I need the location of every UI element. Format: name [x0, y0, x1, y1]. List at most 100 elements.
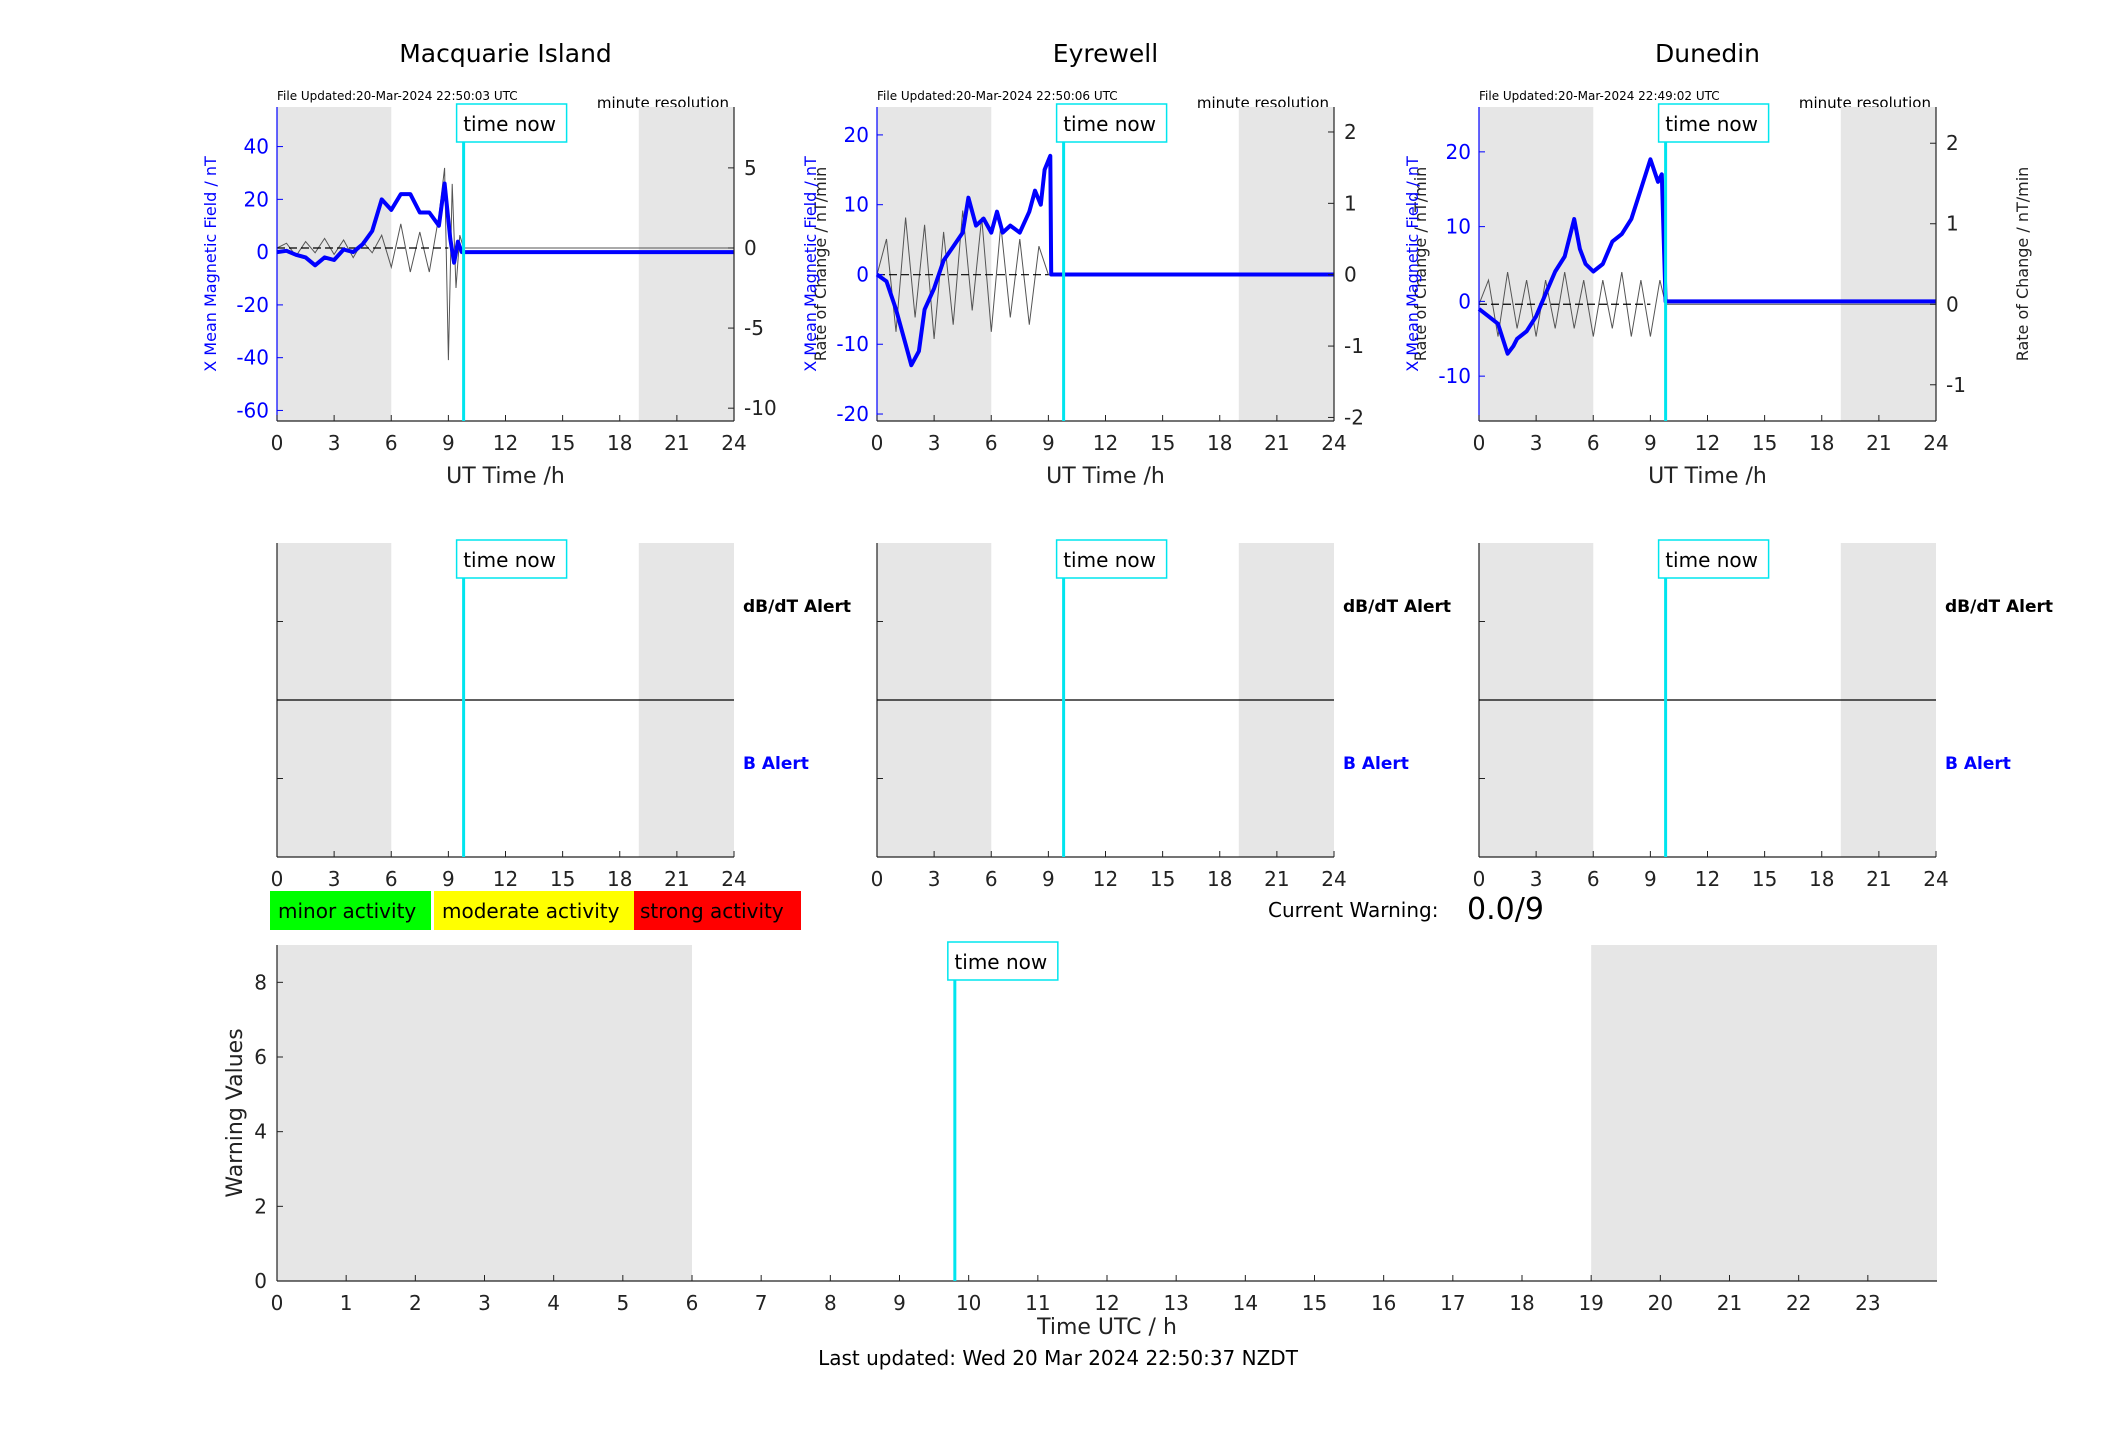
station-panel-2: Eyrewell File Updated:20-Mar-2024 22:50:0…	[801, 39, 1451, 891]
station-3-ytick-right-label: 1	[1946, 212, 1959, 236]
station-2-ytick-right-label: 0	[1344, 263, 1357, 287]
station-1-alert-xtick-label: 15	[550, 867, 575, 891]
station-2-top-xtick-label: 6	[985, 431, 998, 455]
station-3-top-xtick-label: 3	[1530, 431, 1543, 455]
warning-xtick-label: 4	[547, 1291, 560, 1315]
station-2-top-xtick-label: 15	[1150, 431, 1175, 455]
station-1-top-xtick-label: 21	[664, 431, 689, 455]
station-2-top-xtick-label: 24	[1321, 431, 1346, 455]
station-1-alert-xtick-label: 3	[328, 867, 341, 891]
station-2-ytick-left-label: -10	[836, 332, 869, 356]
warning-xtick-label: 23	[1855, 1291, 1880, 1315]
warning-xtick-label: 21	[1717, 1291, 1742, 1315]
station-3-ytick-right-label: 2	[1946, 131, 1959, 155]
station-2-alert-time-now-box	[1055, 539, 1168, 579]
station-3-xlabel: UT Time /h	[1648, 464, 1767, 489]
station-2-alert-xtick-label: 9	[1042, 867, 1055, 891]
station-2-top-night-shade-1	[1238, 107, 1334, 421]
station-3-ytick-left-label: -10	[1438, 364, 1471, 388]
warning-xtick-label: 13	[1163, 1291, 1188, 1315]
station-2-top-time-now-label: time now	[1063, 112, 1156, 136]
warning-xtick-label: 8	[824, 1291, 837, 1315]
station-3-title: Dunedin	[1655, 39, 1760, 68]
station-2-top-xtick-label: 9	[1042, 431, 1055, 455]
station-1-alert-time-now-label: time now	[463, 548, 556, 572]
station-3-file-updated: File Updated:20-Mar-2024 22:49:02 UTC	[1479, 89, 1720, 103]
warning-ylabel: Warning Values	[223, 1028, 248, 1197]
station-2-alert-xtick-label: 12	[1093, 867, 1118, 891]
station-1-ytick-left-label: 0	[256, 240, 269, 264]
station-3-top-xtick-label: 15	[1752, 431, 1777, 455]
station-3-alert-time-now-label: time now	[1665, 548, 1758, 572]
station-2-roc-series	[876, 210, 1334, 339]
warning-xtick-label: 9	[893, 1291, 906, 1315]
station-1-file-updated: File Updated:20-Mar-2024 22:50:03 UTC	[277, 89, 518, 103]
station-2-ytick-right-label: -1	[1344, 334, 1364, 358]
station-1-ytick-right-label: -5	[744, 316, 764, 340]
station-1-xlabel: UT Time /h	[446, 464, 565, 489]
warning-time-now-box	[947, 941, 1059, 981]
legend-strong-label: strong activity	[640, 899, 784, 923]
station-1-ylabel-right: Rate of Change / nT/min	[811, 167, 830, 362]
station-2-b-alert-label: B Alert	[1343, 754, 1409, 774]
station-1-top-xtick-label: 0	[271, 431, 284, 455]
station-3-alert-xtick-label: 0	[1473, 867, 1486, 891]
station-1-title: Macquarie Island	[399, 39, 612, 68]
warning-xtick-label: 15	[1302, 1291, 1327, 1315]
station-3-ytick-left-label: 10	[1446, 215, 1471, 239]
station-2-alert-xtick-label: 0	[871, 867, 884, 891]
station-3-ytick-right-label: 0	[1946, 292, 1959, 316]
station-1-alert-xtick-label: 21	[664, 867, 689, 891]
station-1-top-xtick-label: 24	[721, 431, 746, 455]
station-2-top-xtick-label: 18	[1207, 431, 1232, 455]
warning-ytick-label: 8	[254, 970, 267, 994]
warning-xtick-label: 22	[1786, 1291, 1811, 1315]
station-2-ytick-left-label: 20	[844, 123, 869, 147]
warning-time-now-label: time now	[954, 950, 1047, 974]
station-2-alert-time-now-label: time now	[1063, 548, 1156, 572]
station-panel-3: Dunedin File Updated:20-Mar-2024 22:49:02…	[1403, 39, 2053, 891]
warning-night-shade-0	[277, 945, 692, 1281]
station-2-ytick-right-label: -2	[1344, 405, 1364, 429]
station-1-roc-series	[276, 167, 734, 361]
station-2-alert-xtick-label: 6	[985, 867, 998, 891]
station-2-field-series	[875, 153, 1334, 368]
legend-moderate-label: moderate activity	[442, 899, 620, 923]
station-2-top-time-now-box	[1055, 103, 1168, 143]
warning-xtick-label: 16	[1371, 1291, 1396, 1315]
station-2-top-xtick-label: 12	[1093, 431, 1118, 455]
station-3-top-xtick-label: 0	[1473, 431, 1486, 455]
station-2-alert-xtick-label: 18	[1207, 867, 1232, 891]
current-warning-label: Current Warning:	[1268, 898, 1438, 922]
station-1-ytick-left-label: -40	[236, 346, 269, 370]
station-2-ylabel-right: Rate of Change / nT/min	[1411, 167, 1430, 362]
station-1-alert-xtick-label: 24	[721, 867, 746, 891]
station-1-alert-xtick-label: 18	[607, 867, 632, 891]
warning-ytick-label: 0	[254, 1269, 267, 1293]
station-1-top-xtick-label: 6	[385, 431, 398, 455]
station-1-top-xtick-label: 12	[493, 431, 518, 455]
station-3-top-xtick-label: 21	[1866, 431, 1891, 455]
station-1-top-xtick-label: 3	[328, 431, 341, 455]
warning-xtick-label: 18	[1509, 1291, 1534, 1315]
station-1-top-night-shade-0	[277, 107, 392, 421]
station-2-top-xtick-label: 21	[1264, 431, 1289, 455]
warning-xtick-label: 3	[478, 1291, 491, 1315]
station-1-ytick-left-label: -20	[236, 293, 269, 317]
warning-xtick-label: 2	[409, 1291, 422, 1315]
station-3-alert-xtick-label: 12	[1695, 867, 1720, 891]
station-2-dbdt-alert-label: dB/dT Alert	[1343, 597, 1451, 617]
station-1-ytick-right-label: 0	[744, 236, 757, 260]
station-1-top-time-now-box	[455, 103, 568, 143]
station-1-ytick-left-label: 20	[244, 187, 269, 211]
warning-xtick-label: 11	[1025, 1291, 1050, 1315]
station-3-top-night-shade-1	[1840, 107, 1936, 421]
station-3-alert-xtick-label: 3	[1530, 867, 1543, 891]
station-3-top-xtick-label: 12	[1695, 431, 1720, 455]
station-1-field-series	[276, 181, 734, 268]
station-2-ytick-right-label: 2	[1344, 120, 1357, 144]
station-3-alert-xtick-label: 6	[1587, 867, 1600, 891]
station-2-ylabel-left: X Mean Magnetic Field / nT	[801, 156, 820, 372]
station-1-alert-xtick-label: 9	[442, 867, 455, 891]
